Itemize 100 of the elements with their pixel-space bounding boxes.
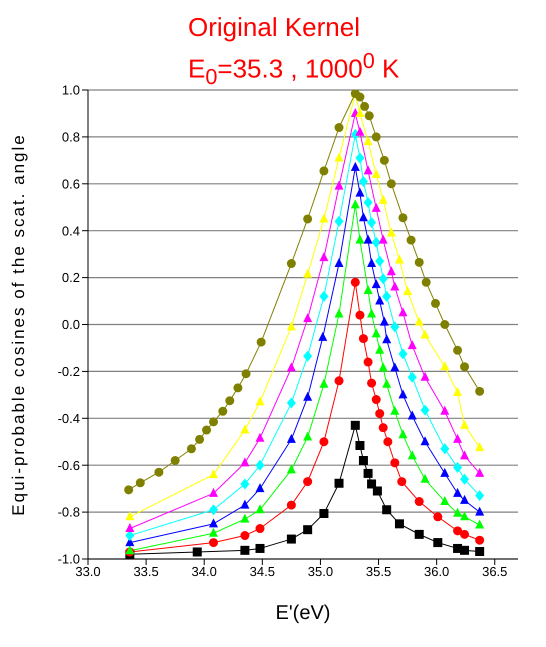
point (372, 486, 382, 496)
point (375, 256, 384, 267)
point (334, 258, 344, 268)
y-tick-label: -0.6 (58, 458, 80, 473)
point (209, 469, 218, 478)
point (372, 168, 381, 178)
point (453, 434, 462, 443)
point (378, 273, 388, 284)
point (256, 524, 264, 534)
point (334, 152, 344, 162)
point (367, 378, 376, 388)
point (125, 511, 134, 520)
point (355, 92, 364, 102)
point (408, 372, 417, 383)
point (364, 136, 373, 146)
point (398, 429, 408, 438)
point (355, 152, 364, 164)
point (303, 350, 312, 362)
y-axis-title: Equi-probable cosines of the scat. angle (9, 133, 28, 516)
point (202, 426, 212, 435)
point (286, 362, 296, 372)
point (378, 234, 388, 244)
point (460, 450, 470, 460)
point (475, 546, 484, 556)
point (414, 497, 424, 506)
point (386, 228, 396, 237)
point (355, 234, 364, 244)
point (319, 378, 328, 388)
point (319, 290, 328, 302)
point (386, 179, 396, 188)
point (350, 278, 360, 287)
point (303, 214, 312, 224)
point (225, 396, 234, 406)
point (440, 496, 450, 506)
point (408, 450, 417, 460)
point (319, 166, 328, 176)
y-tick-label: 1.0 (62, 82, 80, 98)
point (420, 474, 430, 483)
point (303, 525, 312, 534)
point (358, 334, 368, 344)
point (209, 504, 218, 516)
point (440, 320, 450, 329)
point (286, 321, 296, 330)
point (394, 254, 404, 264)
point (382, 505, 392, 514)
x-tick-label: 35.0 (308, 564, 334, 580)
x-tick-label: 34.0 (192, 564, 217, 580)
point (386, 266, 396, 276)
point (364, 468, 373, 478)
point (286, 398, 296, 409)
point (453, 387, 462, 396)
point (397, 477, 406, 486)
x-tick-label: 33.5 (133, 564, 159, 580)
point (124, 485, 134, 494)
point (256, 460, 264, 471)
point (420, 330, 430, 339)
point (372, 132, 381, 142)
point (475, 490, 484, 502)
point (380, 156, 389, 165)
point (209, 488, 218, 497)
y-tick-label: 0.8 (62, 130, 80, 145)
point (364, 284, 373, 294)
point (192, 547, 202, 556)
point (319, 213, 328, 222)
chart-title: Original Kernel (188, 12, 360, 42)
point (372, 202, 381, 212)
point (440, 443, 450, 454)
point (403, 286, 412, 296)
point (334, 216, 344, 227)
point (125, 523, 134, 532)
point (240, 514, 250, 523)
point (242, 369, 251, 378)
point (460, 530, 470, 539)
point (195, 434, 204, 444)
point (209, 538, 218, 548)
point (286, 534, 296, 544)
point (350, 199, 360, 208)
point (256, 338, 266, 347)
point (240, 478, 250, 490)
point (355, 108, 364, 117)
point (382, 290, 392, 302)
point (398, 389, 408, 398)
point (358, 176, 368, 187)
point (460, 511, 470, 520)
point (334, 376, 344, 386)
y-tick-label: 0.6 (62, 176, 80, 192)
point (358, 456, 368, 466)
point (390, 458, 400, 468)
point (355, 188, 364, 197)
y-tick-label: -0.4 (58, 410, 80, 426)
point (378, 194, 388, 204)
point (367, 216, 376, 228)
point (408, 340, 417, 350)
point (453, 526, 462, 536)
x-tick-label: 33.0 (75, 564, 101, 580)
point (355, 441, 364, 450)
point (286, 259, 296, 268)
y-tick-label: -1.0 (58, 552, 80, 567)
point (350, 420, 360, 430)
point (358, 212, 368, 222)
